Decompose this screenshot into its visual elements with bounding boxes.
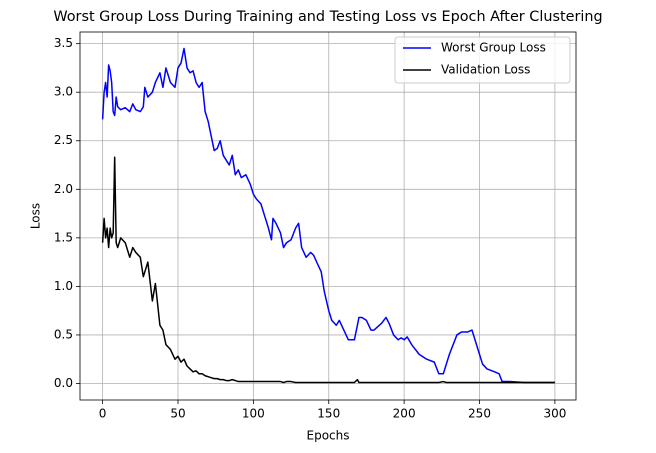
y-tick-label: 2.5	[54, 133, 73, 147]
x-tick-label: 100	[242, 407, 265, 421]
legend-label: Worst Group Loss	[441, 41, 546, 55]
legend-label: Validation Loss	[441, 63, 530, 77]
series-line	[101, 47, 555, 384]
x-axis-label: Epochs	[307, 429, 350, 443]
plot-frame	[79, 31, 577, 401]
y-tick-label: 2.0	[54, 182, 73, 196]
x-tick-label: 0	[99, 407, 107, 421]
chart-title: Worst Group Loss During Training and Tes…	[53, 9, 602, 25]
y-tick-label: 1.0	[54, 279, 73, 293]
legend-box	[394, 36, 571, 84]
x-tick-label: 250	[468, 407, 491, 421]
y-tick-label: 3.0	[54, 85, 73, 99]
x-tick-label: 150	[317, 407, 340, 421]
series-line	[101, 156, 555, 384]
y-tick-label: 3.5	[54, 36, 73, 50]
y-tick-label: 1.5	[54, 230, 73, 244]
x-tick-label: 300	[543, 407, 566, 421]
y-tick-label: 0.0	[54, 376, 73, 390]
y-tick-label: 0.5	[54, 327, 73, 341]
y-axis-label: Loss	[29, 203, 43, 229]
x-tick-label: 50	[170, 407, 185, 421]
x-tick-label: 200	[393, 407, 416, 421]
